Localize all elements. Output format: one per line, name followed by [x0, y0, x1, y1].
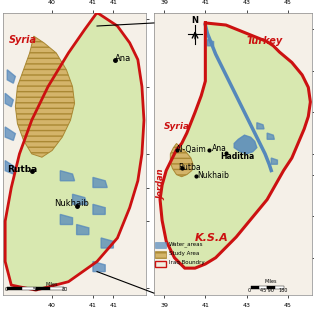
Text: Miles: Miles [46, 282, 58, 287]
Text: 0: 0 [248, 288, 251, 293]
Text: Rutba: Rutba [179, 164, 201, 172]
Text: Iraq Boundry: Iraq Boundry [169, 260, 204, 265]
Polygon shape [170, 143, 193, 177]
Text: Ana: Ana [212, 144, 226, 153]
Polygon shape [93, 262, 105, 272]
Polygon shape [22, 287, 36, 290]
Polygon shape [7, 70, 15, 83]
Polygon shape [5, 160, 15, 174]
Polygon shape [5, 13, 144, 290]
Polygon shape [5, 127, 15, 140]
Text: Jordan: Jordan [157, 170, 166, 200]
Polygon shape [208, 40, 214, 46]
Polygon shape [275, 286, 284, 289]
Polygon shape [160, 23, 310, 268]
Polygon shape [60, 171, 75, 181]
Polygon shape [93, 204, 105, 214]
Polygon shape [77, 225, 89, 235]
Text: Miles: Miles [265, 279, 278, 284]
Polygon shape [267, 286, 275, 289]
Text: Syria: Syria [9, 35, 37, 45]
Polygon shape [257, 123, 264, 129]
Polygon shape [36, 287, 50, 290]
Bar [155, 261, 166, 267]
Text: Nukhaib: Nukhaib [197, 171, 229, 180]
Text: 180: 180 [279, 288, 288, 293]
Polygon shape [5, 93, 14, 107]
Text: N: N [192, 16, 198, 25]
Polygon shape [267, 133, 274, 139]
Polygon shape [7, 287, 22, 290]
Polygon shape [101, 238, 113, 248]
Text: Rutba: Rutba [7, 165, 37, 174]
Text: 45 90: 45 90 [260, 288, 274, 293]
Text: Haditha: Haditha [220, 152, 254, 161]
Polygon shape [73, 194, 87, 204]
Polygon shape [251, 286, 259, 289]
Text: Al-Qaim: Al-Qaim [176, 145, 206, 154]
Polygon shape [50, 287, 64, 290]
Text: 80: 80 [61, 287, 68, 292]
Polygon shape [259, 286, 267, 289]
Text: Turkey: Turkey [246, 36, 283, 46]
Bar [155, 242, 166, 248]
Text: Water_areas: Water_areas [169, 241, 203, 247]
Bar [155, 251, 166, 258]
Text: Nukhaib: Nukhaib [54, 199, 89, 208]
Text: Syria: Syria [164, 122, 190, 131]
Text: Ana: Ana [116, 54, 132, 63]
Text: 50: 50 [33, 287, 39, 292]
Text: K.S.A: K.S.A [195, 233, 229, 243]
Polygon shape [15, 36, 75, 157]
Text: Study Area: Study Area [169, 251, 199, 256]
Polygon shape [271, 158, 278, 164]
Polygon shape [234, 135, 257, 154]
Polygon shape [93, 177, 107, 187]
Text: 0: 0 [5, 287, 8, 292]
Polygon shape [60, 214, 73, 225]
